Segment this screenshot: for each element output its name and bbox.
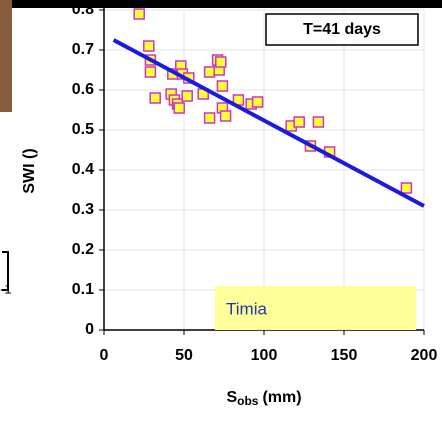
photo-fragment xyxy=(0,0,12,112)
x-label-main: S xyxy=(226,389,237,406)
x-tick-label: 50 xyxy=(175,347,193,364)
site-label: Timia xyxy=(226,299,267,318)
y-tick-label: 0.3 xyxy=(72,201,94,218)
y-tick-label: 0 xyxy=(85,321,94,338)
x-tick-label: 150 xyxy=(331,347,358,364)
top-bar xyxy=(12,0,442,8)
point xyxy=(133,8,145,20)
x-axis-label: Sobs (mm) xyxy=(226,389,301,408)
point xyxy=(203,66,216,78)
point xyxy=(219,110,232,122)
x-label-sub: obs xyxy=(237,394,259,408)
y-tick-label: 0.6 xyxy=(72,81,94,98)
y-tick-label: 0.5 xyxy=(72,121,94,138)
point xyxy=(251,96,264,108)
x-label-unit: (mm) xyxy=(262,389,301,406)
side-fragment: -1 xyxy=(0,281,12,296)
x-tick-label: 200 xyxy=(411,347,438,364)
point xyxy=(149,92,161,104)
annotation-box xyxy=(265,13,419,46)
point xyxy=(293,116,305,128)
point xyxy=(216,80,229,92)
y-tick-label: 0.4 xyxy=(72,161,94,178)
point xyxy=(173,102,185,114)
point xyxy=(400,182,413,194)
point xyxy=(144,66,157,78)
point xyxy=(143,40,155,52)
point xyxy=(181,90,193,102)
x-tick-label: 100 xyxy=(251,347,278,364)
x-tick-label: 0 xyxy=(100,347,109,364)
y-axis-label: SWI () xyxy=(21,148,38,193)
y-tick-label: 0.8 xyxy=(72,1,94,18)
y-tick-label: 0.7 xyxy=(72,41,94,58)
point xyxy=(312,116,325,128)
point xyxy=(215,56,227,68)
fit-line xyxy=(112,38,425,208)
site-box xyxy=(215,286,416,330)
point xyxy=(203,112,216,124)
y-tick-label: 0.2 xyxy=(72,241,94,258)
annotation: T=41 days xyxy=(303,21,381,38)
bracket xyxy=(2,251,9,291)
y-tick-label: 0.1 xyxy=(72,281,94,298)
